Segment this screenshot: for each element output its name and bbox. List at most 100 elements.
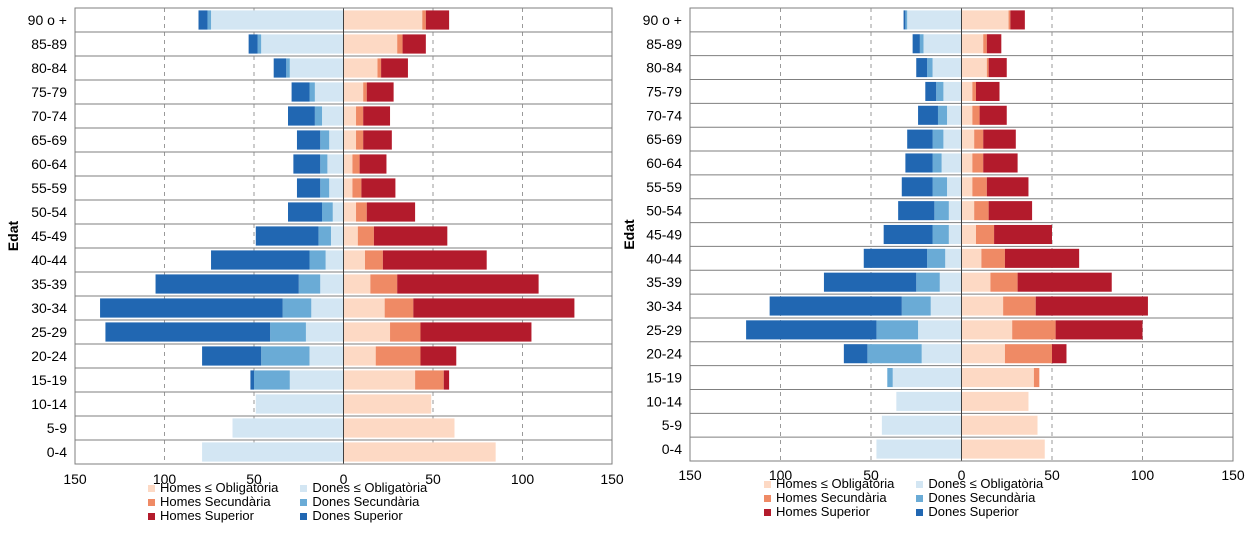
category-label: 30-34 xyxy=(31,300,67,316)
legend-swatch xyxy=(916,480,924,488)
bar-segment-homes_sec xyxy=(972,105,980,125)
legend-item: Dones Secundària xyxy=(300,495,427,509)
x-tick-label: 100 xyxy=(769,467,793,483)
bar-segment-dones_sup xyxy=(155,274,299,294)
bar-segment-dones_sec xyxy=(282,298,312,318)
bar-segment-dones_sup xyxy=(198,10,208,30)
bar-segment-homes_sup xyxy=(983,153,1018,173)
plot-frame xyxy=(689,7,1234,462)
bar-segment-dones_sup xyxy=(883,224,933,245)
bar-segment-dones_obl xyxy=(881,415,962,435)
bar-segment-homes_sec xyxy=(981,248,1005,268)
bar-segment-dones_sup xyxy=(248,34,258,54)
legend-swatch xyxy=(764,494,771,502)
bar-segment-homes_sec xyxy=(972,153,984,173)
bar-segment-homes_obl xyxy=(961,10,1009,30)
bar-segment-homes_sup xyxy=(1017,272,1112,292)
bar-segment-homes_obl xyxy=(961,81,973,101)
bar-segment-homes_obl xyxy=(961,344,1005,364)
plot-frame xyxy=(74,7,613,465)
bar-segment-homes_sup xyxy=(363,106,391,126)
bar-segment-dones_obl xyxy=(322,106,344,126)
bar-segment-dones_obl xyxy=(939,272,962,292)
category-label: 75-79 xyxy=(646,83,682,99)
legend-label: Dones Secundària xyxy=(312,494,420,509)
bar-segment-homes_sup xyxy=(1035,296,1148,316)
bar-segment-dones_sec xyxy=(876,320,919,340)
bar-segment-dones_sup xyxy=(898,201,935,221)
bar-segment-dones_sup xyxy=(105,322,271,342)
bar-segment-dones_sup xyxy=(912,34,920,54)
bar-segment-homes_obl xyxy=(961,129,975,149)
category-label: 45-49 xyxy=(646,227,682,243)
bar-segment-homes_obl xyxy=(343,322,391,342)
category-label: 45-49 xyxy=(31,228,67,244)
bar-segment-homes_sec xyxy=(352,154,360,174)
bar-segment-homes_sec xyxy=(364,250,383,270)
legend-item: Dones Superior xyxy=(300,509,427,523)
bar-segment-homes_sec xyxy=(974,129,984,149)
bar-segment-dones_sec xyxy=(919,34,924,54)
legend-item: Homes Secundària xyxy=(764,491,894,505)
bar-segment-dones_sup xyxy=(746,320,877,340)
legend-item: Dones ≤ Obligatòria xyxy=(300,481,427,495)
bar-segment-homes_obl xyxy=(961,248,982,268)
category-label: 10-14 xyxy=(646,393,682,409)
legend-label: Homes ≤ Obligatòria xyxy=(776,476,895,491)
bar-segment-dones_obl xyxy=(930,296,962,316)
legend-item: Dones Superior xyxy=(916,505,1043,519)
bar-segment-dones_sup xyxy=(211,250,310,270)
bar-segment-homes_sec xyxy=(990,272,1018,292)
bar-segment-homes_sup xyxy=(402,34,426,54)
category-label: 60-64 xyxy=(31,156,67,172)
legend-swatch xyxy=(148,512,155,520)
bar-segment-homes_sup xyxy=(979,105,1007,125)
bar-segment-homes_sec xyxy=(1008,10,1011,30)
x-tick-label: 0 xyxy=(340,471,348,487)
bar-segment-dones_sec xyxy=(867,344,922,364)
bar-segment-dones_sec xyxy=(927,248,946,268)
bar-segment-homes_sup xyxy=(988,201,1033,221)
bar-segment-homes_sup xyxy=(397,274,539,294)
bar-segment-dones_obl xyxy=(932,58,962,78)
bar-segment-homes_sec xyxy=(975,224,995,245)
bar-segment-dones_obl xyxy=(289,370,344,390)
legend-label: Dones ≤ Obligatòria xyxy=(928,476,1044,491)
bar-segment-dones_sup xyxy=(288,106,315,126)
category-label: 90 o + xyxy=(28,12,67,28)
bar-segment-dones_sup xyxy=(296,130,321,150)
bar-segment-dones_obl xyxy=(948,201,962,221)
bar-segment-homes_obl xyxy=(961,272,991,292)
bar-segment-homes_sec xyxy=(377,58,382,78)
legend-item: Homes ≤ Obligatòria xyxy=(148,481,278,495)
bar-segment-dones_sec xyxy=(916,272,940,292)
bar-segment-homes_obl xyxy=(961,153,973,173)
bar-segment-homes_obl xyxy=(343,418,455,438)
category-label: 50-54 xyxy=(646,203,682,219)
category-label: 0-4 xyxy=(47,444,67,460)
y-axis-label: Edat xyxy=(621,219,637,250)
bar-segment-dones_obl xyxy=(876,439,962,459)
bar-segment-dones_sup xyxy=(296,178,321,198)
bar-segment-dones_sup xyxy=(863,248,928,268)
bar-segment-homes_obl xyxy=(961,320,1013,340)
x-tick-label: 0 xyxy=(958,467,966,483)
legend-label: Homes Superior xyxy=(776,504,870,519)
category-label: 15-19 xyxy=(646,370,682,386)
bar-segment-dones_sec xyxy=(932,224,949,245)
x-tick-label: 150 xyxy=(63,471,87,487)
bar-segment-homes_sup xyxy=(994,224,1052,245)
x-tick-label: 100 xyxy=(511,471,535,487)
x-tick-label: 150 xyxy=(678,467,702,483)
bar-segment-homes_obl xyxy=(961,368,1034,388)
bar-segment-homes_obl xyxy=(961,105,973,125)
bar-segment-dones_obl xyxy=(947,105,962,125)
category-label: 15-19 xyxy=(31,372,67,388)
legend-left: Homes ≤ Obligatòria Homes Secundària Hom… xyxy=(148,481,427,523)
bar-segment-homes_obl xyxy=(961,415,1038,435)
bar-segment-homes_sec xyxy=(1004,344,1052,364)
category-label: 20-24 xyxy=(646,346,682,362)
bar-segment-dones_sup xyxy=(823,272,917,292)
legend-label: Dones Superior xyxy=(312,508,403,523)
